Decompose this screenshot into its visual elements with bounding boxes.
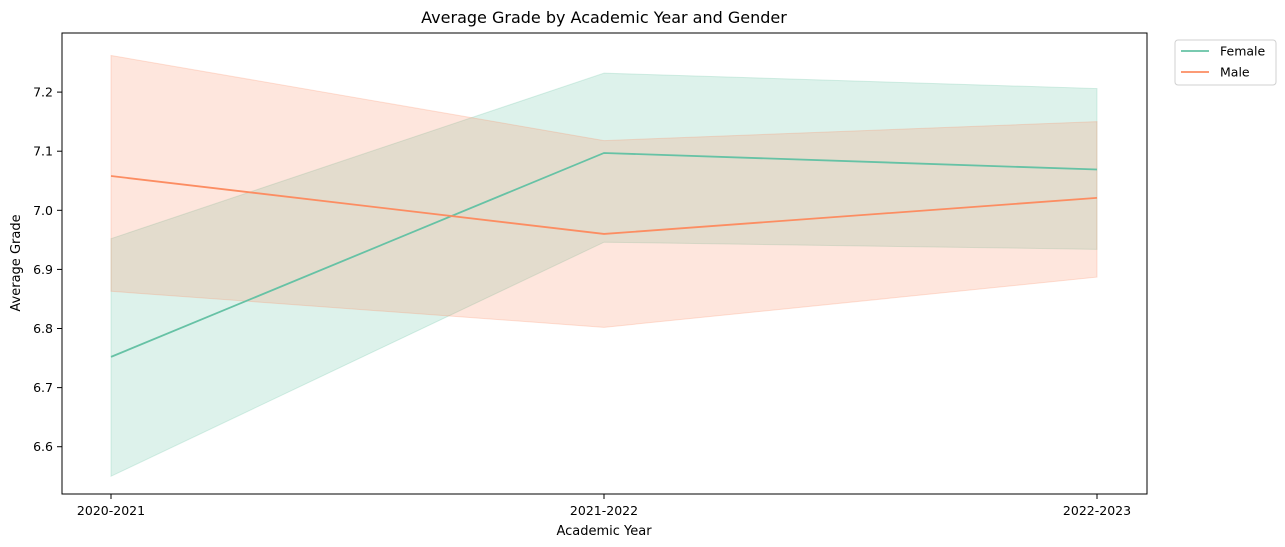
male-confidence-band xyxy=(110,54,1098,328)
y-tick-label: 6.6 xyxy=(33,439,53,454)
chart-title: Average Grade by Academic Year and Gende… xyxy=(421,8,787,27)
x-axis-label: Academic Year xyxy=(556,524,652,539)
y-axis-ticks: 6.6 6.7 6.8 6.9 7.0 7.1 7.2 xyxy=(33,85,62,454)
y-tick-label: 7.1 xyxy=(33,144,53,159)
y-axis-label: Average Grade xyxy=(9,214,24,311)
confidence-bands xyxy=(110,54,1098,478)
y-tick-label: 7.2 xyxy=(33,85,53,100)
male-line xyxy=(110,175,1098,235)
female-confidence-band xyxy=(110,72,1098,478)
x-axis-ticks: 2020-2021 2021-2022 2022-2023 xyxy=(77,494,1131,518)
legend-label-male: Male xyxy=(1220,65,1250,80)
female-line xyxy=(110,152,1098,358)
x-tick-label: 2021-2022 xyxy=(570,503,638,518)
y-tick-label: 6.7 xyxy=(33,380,53,395)
legend-label-female: Female xyxy=(1220,44,1266,59)
series-lines xyxy=(110,152,1098,358)
x-tick-label: 2022-2023 xyxy=(1063,503,1131,518)
legend: Female Male xyxy=(1174,39,1277,86)
y-tick-label: 7.0 xyxy=(33,203,53,218)
x-tick-label: 2020-2021 xyxy=(77,503,145,518)
y-tick-label: 6.8 xyxy=(33,321,53,336)
y-tick-label: 6.9 xyxy=(33,262,53,277)
